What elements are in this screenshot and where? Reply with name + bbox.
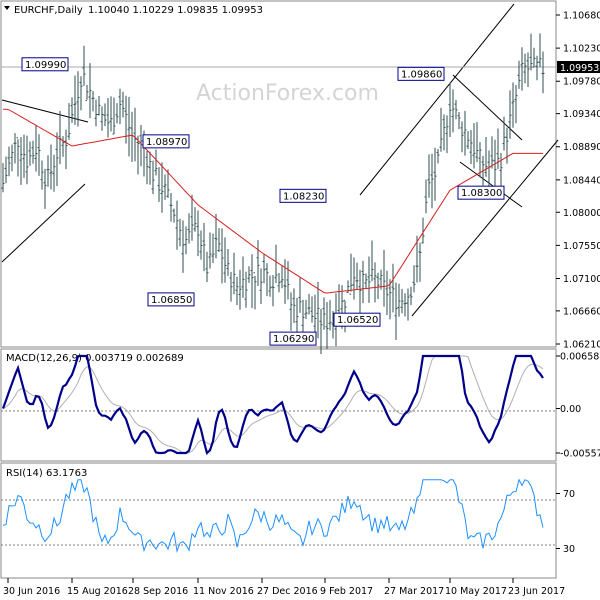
annotation-label: 1.06290 — [273, 334, 314, 345]
price-tick-label: 1.07550 — [563, 241, 600, 252]
price-header: EURCHF,Daily 1.10040 1.10229 1.09835 1.0… — [4, 5, 263, 16]
annotation-label: 1.08230 — [283, 191, 324, 202]
annotation-label: 1.08300 — [461, 188, 502, 199]
x-tick-label: 28 Sep 2016 — [128, 586, 188, 597]
x-axis: 30 Jun 2016 15 Aug 2016 28 Sep 2016 11 Nov … — [3, 578, 565, 597]
rsi-y-axis: 70 30 — [556, 489, 575, 555]
price-y-axis: 1.10680 1.10230 1.09780 1.09340 1.08890 1.084… — [556, 11, 600, 351]
price-tick-label: 1.08000 — [563, 208, 600, 219]
annotation-box — [397, 66, 445, 81]
price-tick-label: 1.07100 — [563, 274, 600, 285]
ohlc-header: 1.10040 1.10229 1.09835 1.09953 — [88, 5, 263, 16]
annotation-box — [269, 331, 317, 346]
price-tick-label: 1.09340 — [563, 109, 600, 120]
x-tick-label: 15 Aug 2016 — [67, 586, 128, 597]
annotation-label: 1.09990 — [25, 60, 66, 71]
rsi-tick-label: 30 — [563, 544, 575, 555]
macd-header: MACD(12,26,9) 0.003719 0.002689 — [6, 353, 184, 364]
annotation-box — [147, 292, 195, 307]
price-tick-label: 1.09780 — [563, 77, 600, 88]
annotation-box — [279, 188, 327, 203]
watermark-text: ActionForex.com — [196, 81, 379, 106]
trend-line-lower-left — [1, 183, 86, 263]
channel-upper-line — [359, 3, 515, 196]
collapse-triangle-icon — [4, 6, 10, 10]
annotation-label: 1.06520 — [337, 315, 378, 326]
symbol-header: EURCHF,Daily — [14, 5, 83, 16]
x-tick-label: 27 Dec 2016 — [257, 586, 318, 597]
x-tick-label: 11 Nov 2016 — [193, 586, 254, 597]
current-price-tag — [557, 61, 600, 73]
moving-average-line — [3, 108, 543, 294]
price-tick-label: 1.06210 — [563, 340, 600, 351]
current-price-label: 1.09953 — [560, 63, 599, 74]
price-annotations: 1.09990 1.08970 1.08230 1.09860 1.06850 1.062… — [21, 57, 505, 346]
x-tick-label: 23 Jun 2017 — [508, 586, 565, 597]
annotation-box — [142, 134, 190, 149]
rsi-line — [2, 478, 544, 554]
annotation-label: 1.06850 — [151, 295, 192, 306]
annotation-box — [21, 57, 69, 72]
annotation-label: 1.09860 — [401, 69, 442, 80]
price-bars — [1, 33, 545, 354]
x-tick-label: 30 Jun 2016 — [3, 586, 60, 597]
annotation-box — [457, 185, 505, 200]
channel-lower-line — [411, 139, 559, 317]
annotation-label: 1.08970 — [146, 137, 187, 148]
x-tick-label: 9 Feb 2017 — [320, 586, 373, 597]
rsi-header: RSI(14) 63.1763 — [6, 468, 87, 479]
rsi-tick-label: 70 — [563, 489, 575, 500]
macd-tick-label: 0.00 — [560, 404, 581, 415]
macd-line — [1, 354, 544, 456]
price-tick-label: 1.08440 — [563, 175, 600, 186]
price-tick-label: 1.08890 — [563, 142, 600, 153]
trend-line-upper-left — [1, 99, 89, 123]
annotation-box — [333, 312, 381, 327]
flag-lower-line — [459, 161, 523, 208]
price-tick-label: 1.10680 — [563, 11, 600, 22]
x-tick-label: 10 May 2017 — [445, 586, 507, 597]
price-tick-label: 1.10230 — [563, 44, 600, 55]
macd-tick-label: 0.006585 — [560, 352, 600, 363]
x-tick-label: 27 Mar 2017 — [384, 586, 444, 597]
price-tick-label: 1.06660 — [563, 306, 600, 317]
